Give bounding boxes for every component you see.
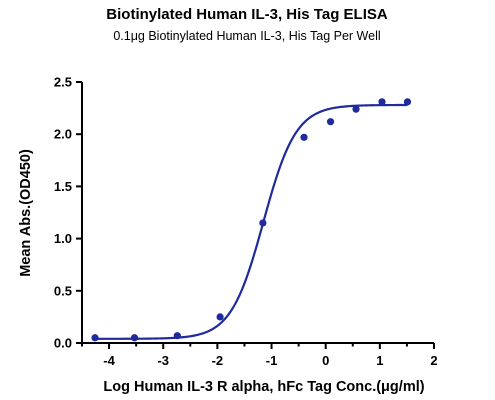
y-tick-label: 2.0 — [54, 127, 72, 142]
y-tick-label: 1.5 — [54, 179, 72, 194]
data-point — [216, 313, 224, 321]
data-point — [91, 334, 99, 342]
data-point — [259, 219, 267, 227]
y-tick-label: 0.0 — [54, 336, 72, 351]
fit-curve — [95, 103, 408, 340]
x-tick-label: 2 — [430, 353, 437, 368]
x-tick-label: -3 — [157, 353, 169, 368]
y-tick-label: 1.0 — [54, 231, 72, 246]
chart-subtitle: 0.1μg Biotinylated Human IL-3, His Tag P… — [113, 29, 380, 43]
y-axis-label: Mean Abs.(OD450) — [18, 149, 34, 277]
data-point — [173, 332, 181, 340]
data-point — [326, 118, 335, 126]
x-axis: -4 -3 -2 -1 0 1 2 — [81, 342, 438, 368]
data-point — [378, 98, 386, 106]
x-tick-label: 1 — [376, 353, 383, 368]
x-tick-label: 0 — [322, 353, 329, 368]
data-point — [300, 133, 308, 141]
series-layer — [91, 98, 412, 342]
x-tick-label: -1 — [266, 353, 278, 368]
data-point — [130, 334, 139, 342]
data-point — [403, 98, 412, 106]
y-tick-label: 0.5 — [54, 283, 72, 298]
data-point — [352, 105, 360, 113]
x-tick-label: -2 — [212, 353, 224, 368]
x-tick-label: -4 — [103, 353, 115, 368]
x-axis-label: Log Human IL-3 R alpha, hFc Tag Conc.(μg… — [103, 379, 424, 395]
y-tick-label: 2.5 — [54, 75, 72, 90]
chart-title: Biotinylated Human IL-3, His Tag ELISA — [106, 6, 388, 23]
y-axis: 0.0 0.5 1.0 1.5 2.0 2.5 — [54, 75, 83, 351]
